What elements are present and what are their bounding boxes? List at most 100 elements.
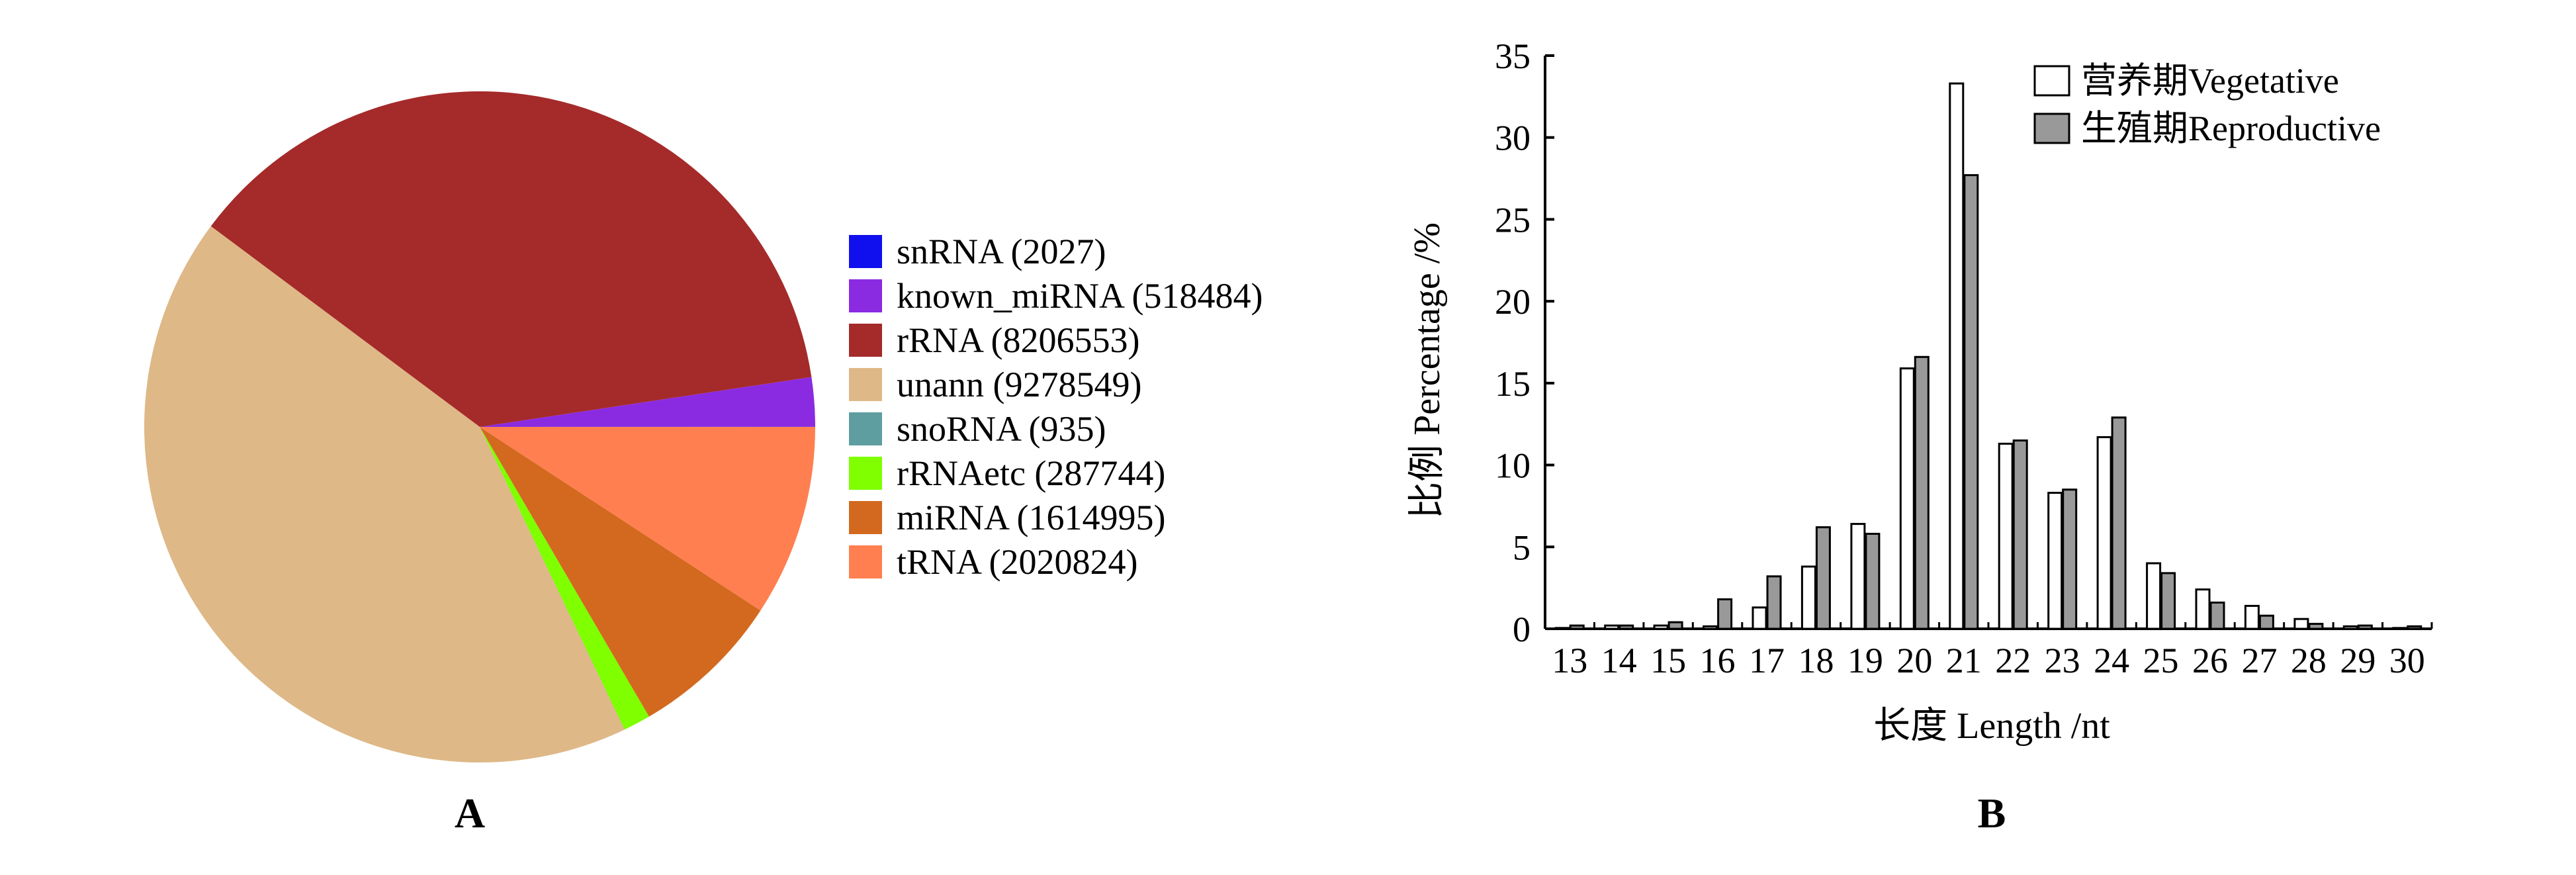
bar-reproductive-30	[2407, 625, 2422, 630]
pie-slice-mirna	[480, 427, 761, 717]
bar-vegetative-20	[1899, 367, 1915, 630]
bar-vegetative-21	[1949, 82, 1965, 630]
bar-reproductive-14	[1619, 624, 1634, 630]
x-tick-label: 17	[1749, 641, 1785, 680]
x-tick-label: 20	[1896, 641, 1932, 680]
y-tick-label: 25	[1495, 200, 1531, 240]
bar-chart-panel: 0 5 10 15 20 25 30 35 13 14 15 16 17 18 19 20 21 22 23 24 25…	[1407, 36, 2433, 837]
bar-reproductive-17	[1766, 575, 1782, 630]
bar-vegetative-30	[2392, 627, 2408, 630]
bar-vegetative-13	[1554, 627, 1570, 630]
x-tick-label: 25	[2143, 641, 2179, 680]
bar-reproductive-27	[2258, 614, 2274, 630]
bar-vegetative-27	[2244, 604, 2260, 630]
bar-legend-label-reproductive: 生殖期Reproductive	[2081, 109, 2381, 148]
bar-chart-bars	[1554, 82, 2422, 630]
bar-vegetative-25	[2146, 562, 2162, 630]
x-tick-label: 30	[2389, 641, 2425, 680]
bar-vegetative-15	[1653, 624, 1669, 630]
x-tick-label: 18	[1798, 641, 1834, 680]
legend-swatch-rrna	[849, 324, 882, 357]
x-tick-label: 21	[1946, 641, 1982, 680]
y-tick-label: 35	[1495, 36, 1531, 76]
x-tick-label: 29	[2340, 641, 2376, 680]
x-tick-label: 27	[2241, 641, 2277, 680]
bar-reproductive-26	[2209, 601, 2225, 630]
bar-reproductive-20	[1914, 355, 1930, 630]
bar-vegetative-14	[1604, 624, 1620, 630]
legend-label-rrna: rRNA (8206553)	[897, 320, 1139, 360]
x-tick-label: 13	[1552, 641, 1587, 680]
pie-slices	[144, 91, 815, 763]
bar-chart-legend: 营养期Vegetative 生殖期Reproductive	[2033, 61, 2381, 148]
bar-vegetative-17	[1752, 606, 1767, 630]
legend-swatch-unann	[849, 368, 882, 401]
x-tick-label: 28	[2291, 641, 2327, 680]
pie-slice-unann	[144, 226, 625, 763]
bar-reproductive-16	[1717, 598, 1733, 630]
pie-slice-rrna	[210, 91, 812, 428]
pie-slice-trna	[480, 427, 815, 611]
x-tick-label: 22	[1995, 641, 2031, 680]
y-tick-label: 20	[1495, 282, 1531, 322]
bar-vegetative-19	[1850, 523, 1866, 630]
panel-label-b: B	[1978, 790, 2006, 837]
bar-legend-swatch-vegetative	[2033, 65, 2070, 97]
bar-vegetative-29	[2342, 625, 2358, 630]
y-tick-label: 0	[1513, 610, 1531, 649]
x-tick-label: 14	[1601, 641, 1637, 680]
legend-swatch-known-mirna	[849, 279, 882, 312]
legend-label-snorna: snoRNA (935)	[897, 409, 1106, 449]
bar-vegetative-24	[2096, 436, 2112, 630]
legend-label-trna: tRNA (2020824)	[897, 542, 1138, 582]
y-tick-label: 15	[1495, 364, 1531, 404]
bar-reproductive-28	[2308, 623, 2324, 630]
x-tick-label: 15	[1650, 641, 1686, 680]
bar-chart-axes: 0 5 10 15 20 25 30 35 13 14 15 16 17 18 19 20 21 22 23 24 25…	[1495, 36, 2433, 680]
legend-label-rrnaetc: rRNAetc (287744)	[897, 453, 1165, 493]
y-tick-label: 30	[1495, 118, 1531, 158]
legend-label-mirna: miRNA (1614995)	[897, 498, 1166, 537]
bar-legend-swatch-reproductive	[2033, 113, 2070, 144]
x-tick-label: 16	[1700, 641, 1736, 680]
bar-reproductive-23	[2062, 488, 2078, 630]
bar-reproductive-13	[1569, 624, 1585, 630]
x-tick-label: 23	[2045, 641, 2080, 680]
pie-slice-rrnaetc	[480, 427, 649, 730]
y-axis-label: 比例 Percentage /%	[1407, 222, 1448, 519]
x-tick-label: 24	[2094, 641, 2129, 680]
legend-swatch-snrna	[849, 235, 882, 268]
bar-vegetative-18	[1800, 565, 1816, 630]
bar-vegetative-16	[1703, 625, 1718, 630]
bar-reproductive-21	[1963, 174, 1979, 630]
pie-chart-panel: snRNA (2027) known_miRNA (518484)rRNA (82…	[144, 91, 1263, 837]
bar-vegetative-28	[2293, 618, 2309, 630]
bar-reproductive-22	[2012, 439, 2028, 630]
legend-label-snrna: snRNA (2027)	[897, 232, 1106, 271]
pie-slice-known-mirna	[480, 377, 815, 427]
x-tick-label: 26	[2192, 641, 2228, 680]
legend-swatch-rrnaetc	[849, 457, 882, 490]
bar-vegetative-26	[2195, 588, 2211, 630]
panel-label-a: A	[455, 790, 485, 837]
bar-vegetative-23	[2047, 492, 2063, 630]
legend-swatch-snorna	[849, 412, 882, 445]
legend-swatch-mirna	[849, 501, 882, 534]
bar-reproductive-15	[1667, 621, 1683, 630]
bar-reproductive-18	[1815, 526, 1831, 630]
legend-label-unann: unann (9278549)	[897, 365, 1141, 404]
bar-reproductive-25	[2160, 572, 2176, 630]
legend-label-known-mirna: known_miRNA (518484)	[897, 276, 1263, 316]
x-tick-label: 19	[1847, 641, 1883, 680]
legend-swatch-trna	[849, 545, 882, 578]
bar-legend-label-vegetative: 营养期Vegetative	[2081, 61, 2339, 101]
bar-reproductive-24	[2111, 416, 2127, 630]
bar-reproductive-29	[2357, 624, 2373, 630]
pie-slice-snorna	[480, 427, 625, 730]
y-tick-label: 5	[1513, 528, 1531, 567]
bar-vegetative-22	[1998, 442, 2014, 630]
x-axis-label: 长度 Length /nt	[1873, 706, 2110, 747]
y-tick-label: 10	[1495, 446, 1531, 486]
pie-legend: snRNA (2027) known_miRNA (518484)rRNA (82…	[849, 232, 1263, 582]
